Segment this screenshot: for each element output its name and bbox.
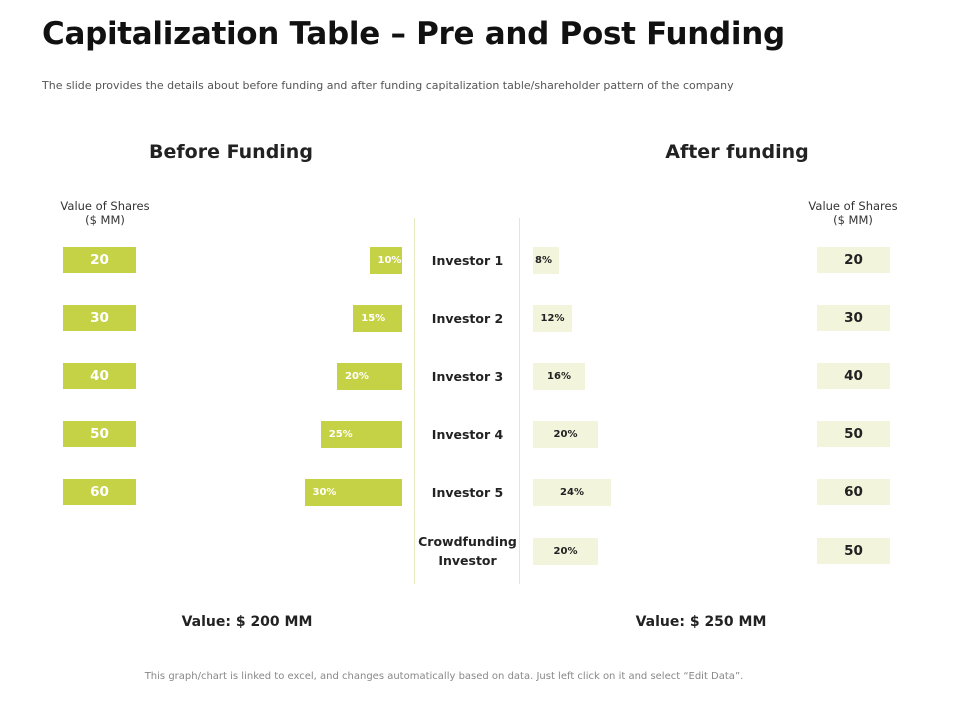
after-percent-bar: 20% [533, 538, 598, 565]
after-total-value: Value: $ 250 MM [635, 614, 767, 630]
investor-label: Investor 2 [431, 310, 504, 326]
before-value-box: 30 [63, 305, 136, 331]
investor-label: Crowdfunding Investor [418, 534, 517, 568]
before-value-box: 60 [63, 479, 136, 505]
after-value-box: 50 [817, 421, 890, 447]
after-percent-bar: 24% [533, 479, 611, 506]
investor-label: Investor 1 [431, 252, 504, 268]
investor-label: Investor 5 [431, 484, 504, 500]
after-value-box: 50 [817, 538, 890, 564]
before-percent-bar: 25% [320, 421, 402, 448]
after-value-box: 60 [817, 479, 890, 505]
investor-label: Investor 4 [431, 426, 504, 442]
before-percent-bar: 15% [353, 305, 402, 332]
before-percent-bar: 20% [337, 363, 402, 390]
after-percent-bar: 12% [533, 305, 572, 332]
after-value-box: 40 [817, 363, 890, 389]
before-funding-heading: Before Funding [149, 141, 313, 163]
before-percent-bar: 10% [369, 247, 402, 274]
before-value-box: 20 [63, 247, 136, 273]
center-divider-left [414, 218, 415, 584]
footnote: This graph/chart is linked to excel, and… [144, 671, 744, 682]
before-percent-bar: 30% [304, 479, 402, 506]
center-divider-right [519, 218, 520, 584]
after-funding-heading: After funding [665, 141, 809, 163]
before-total-value: Value: $ 200 MM [181, 614, 313, 630]
after-value-box: 30 [817, 305, 890, 331]
after-percent-bar: 20% [533, 421, 598, 448]
after-value-box: 20 [817, 247, 890, 273]
page-subtitle: The slide provides the details about bef… [42, 79, 734, 92]
page-title: Capitalization Table – Pre and Post Fund… [42, 16, 785, 52]
after-value-column-header: Value of Shares ($ MM) [808, 199, 898, 227]
before-value-column-header: Value of Shares ($ MM) [60, 199, 150, 227]
investor-label: Investor 3 [431, 368, 504, 384]
before-value-box: 40 [63, 363, 136, 389]
after-percent-bar: 8% [533, 247, 559, 274]
before-value-box: 50 [63, 421, 136, 447]
after-percent-bar: 16% [533, 363, 585, 390]
